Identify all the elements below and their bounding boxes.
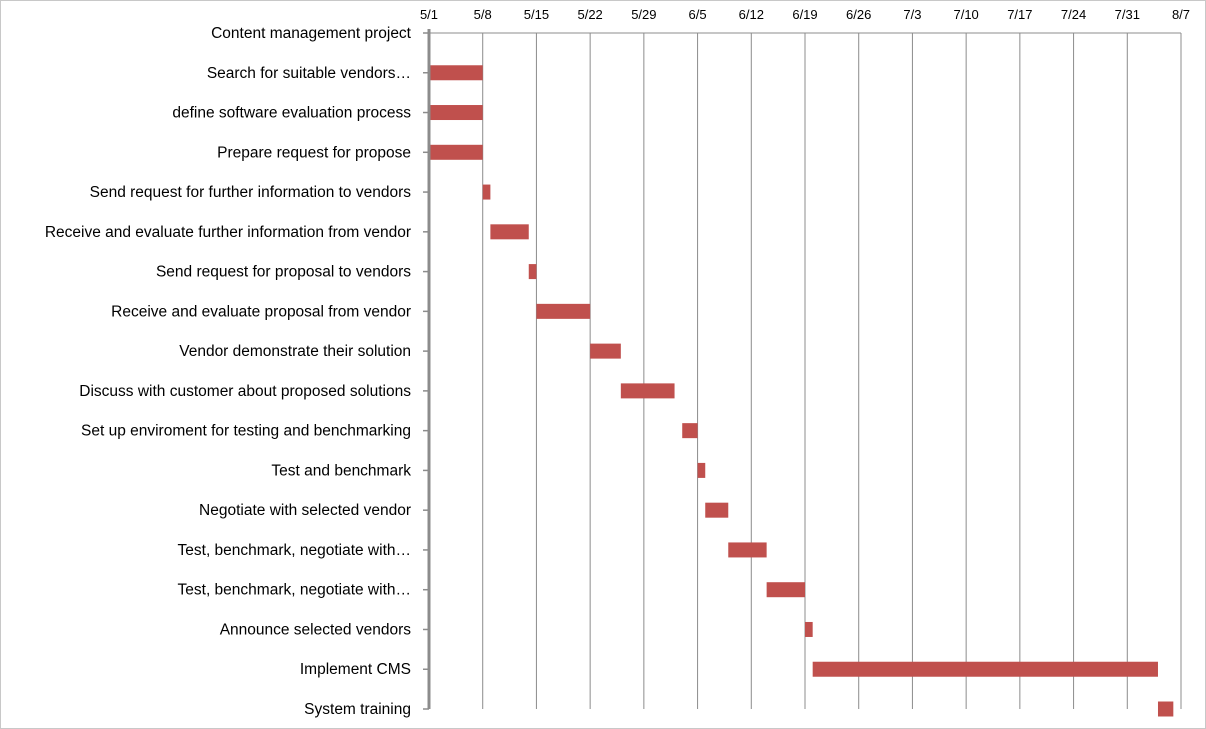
task-label: Negotiate with selected vendor xyxy=(199,502,411,519)
task-label: define software evaluation process xyxy=(172,105,411,122)
x-tick-label: 5/15 xyxy=(524,7,549,22)
task-label: Test and benchmark xyxy=(271,462,411,479)
task-bar xyxy=(490,224,529,240)
x-tick-label: 7/17 xyxy=(1007,7,1032,22)
task-labels: Content management project Search for sui… xyxy=(45,25,412,718)
task-bar xyxy=(536,303,591,319)
x-tick-label: 8/7 xyxy=(1172,7,1190,22)
task-label: Implement CMS xyxy=(300,661,411,678)
y-axis xyxy=(423,29,1181,710)
x-tick-label: 7/31 xyxy=(1115,7,1140,22)
task-bar xyxy=(528,264,537,280)
gridlines xyxy=(482,33,1182,709)
task-bar xyxy=(705,502,729,518)
task-bar xyxy=(812,661,1158,677)
task-label: System training xyxy=(304,701,411,718)
task-label: Set up enviroment for testing and benchm… xyxy=(81,423,411,440)
task-bar xyxy=(482,184,491,200)
task-label: Receive and evaluate further information… xyxy=(45,224,411,241)
x-tick-label: 6/12 xyxy=(739,7,764,22)
task-label: Announce selected vendors xyxy=(220,621,412,638)
task-bar xyxy=(429,144,483,160)
task-bar xyxy=(620,383,675,399)
task-label: Send request for proposal to vendors xyxy=(156,264,411,281)
task-label: Search for suitable vendors… xyxy=(207,65,411,82)
task-bar xyxy=(429,105,483,121)
x-tick-label: 5/8 xyxy=(474,7,492,22)
x-tick-label: 6/19 xyxy=(792,7,817,22)
x-tick-label: 6/26 xyxy=(846,7,871,22)
x-tick-label: 5/1 xyxy=(420,7,438,22)
task-bar xyxy=(1157,701,1174,717)
task-bar xyxy=(590,343,621,359)
task-label: Test, benchmark, negotiate with… xyxy=(178,542,411,559)
task-bar xyxy=(429,65,483,81)
x-tick-label: 6/5 xyxy=(689,7,707,22)
task-bar xyxy=(728,542,767,558)
x-tick-label: 7/3 xyxy=(903,7,921,22)
task-label: Test, benchmark, negotiate with… xyxy=(178,582,411,599)
task-bar xyxy=(697,462,706,478)
task-bars xyxy=(429,65,1174,717)
x-tick-label: 7/10 xyxy=(953,7,978,22)
task-label: Prepare request for propose xyxy=(217,144,411,161)
x-tick-label: 7/24 xyxy=(1061,7,1086,22)
task-label: Content management project xyxy=(211,25,412,42)
task-bar xyxy=(682,423,698,439)
task-bar xyxy=(766,582,805,598)
task-label: Receive and evaluate proposal from vendo… xyxy=(111,303,411,320)
task-bar xyxy=(805,621,813,637)
x-tick-label: 5/22 xyxy=(577,7,602,22)
task-label: Send request for further information to … xyxy=(90,184,412,201)
x-axis-ticks: 5/1 5/8 5/15 5/22 5/29 6/5 6/12 6/19 6/26 7/3 7/10… xyxy=(420,7,1190,22)
task-label: Discuss with customer about proposed sol… xyxy=(79,383,411,400)
task-label: Vendor demonstrate their solution xyxy=(179,343,411,360)
x-tick-label: 5/29 xyxy=(631,7,656,22)
